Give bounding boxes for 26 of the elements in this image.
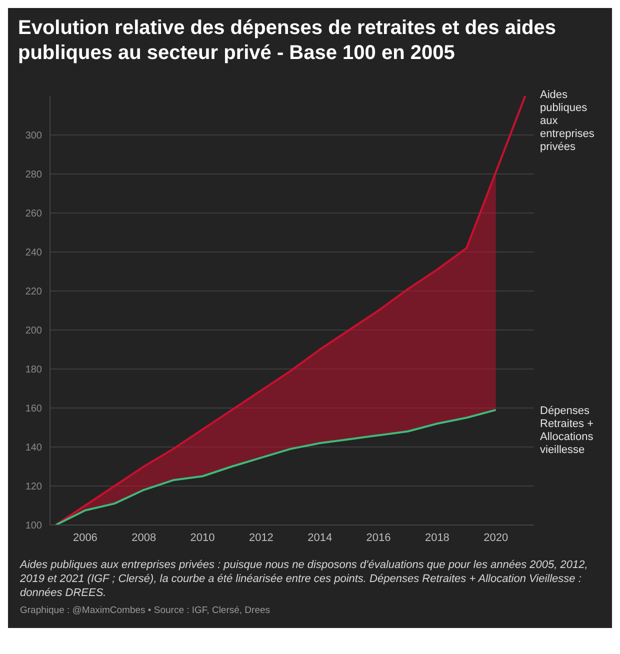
line-series (54, 408, 497, 525)
chart-title: Evolution relative des dépenses de retraites et des aides publiques au secteur privé - Base 100 en 2005 (17, 16, 557, 66)
y-tick-label: 220 (25, 286, 42, 298)
x-tick-label: 2014 (308, 532, 332, 544)
y-tick-label: 120 (25, 482, 42, 493)
text: Graphique : @MaximCombes • Source : IGF, Clersé, Drees (19, 604, 272, 618)
y-tick-label: 100 (25, 520, 42, 532)
x-tick-label: 2006 (72, 532, 98, 544)
line-series (54, 96, 526, 525)
y-tick-label: 200 (25, 326, 42, 337)
y-tick-label: 180 (25, 364, 42, 376)
x-tick-label: 2020 (484, 532, 508, 544)
y-tick-label: 240 (25, 248, 42, 259)
text: Dépenses Retraites + Allocations vieillesse (540, 404, 594, 456)
y-tick-label: 160 (25, 404, 42, 415)
x-tick-label: 2018 (424, 532, 450, 544)
y-tick-label: 300 (25, 130, 42, 142)
x-tick-label: 2010 (190, 532, 215, 544)
x-tick-label: 2016 (366, 532, 391, 544)
y-tick-label: 280 (25, 170, 42, 181)
x-tick-label: 2008 (132, 532, 156, 544)
y-tick-label: 140 (25, 442, 42, 454)
y-tick-label: 260 (25, 208, 42, 220)
x-tick-label: 2012 (248, 532, 274, 544)
text: Aides publiques aux entreprises privées : puisque nous ne disposons d'évaluations que pour les années 2005, 2012, 2019 et 2021 (IGF ; Clersé), la courbe a été linéarisée entre ces points. Dépenses Retraites + Allocation Vieillesse : données DREES. (18, 558, 589, 600)
series-label: Aides publiques aux entreprises privées (540, 89, 595, 153)
